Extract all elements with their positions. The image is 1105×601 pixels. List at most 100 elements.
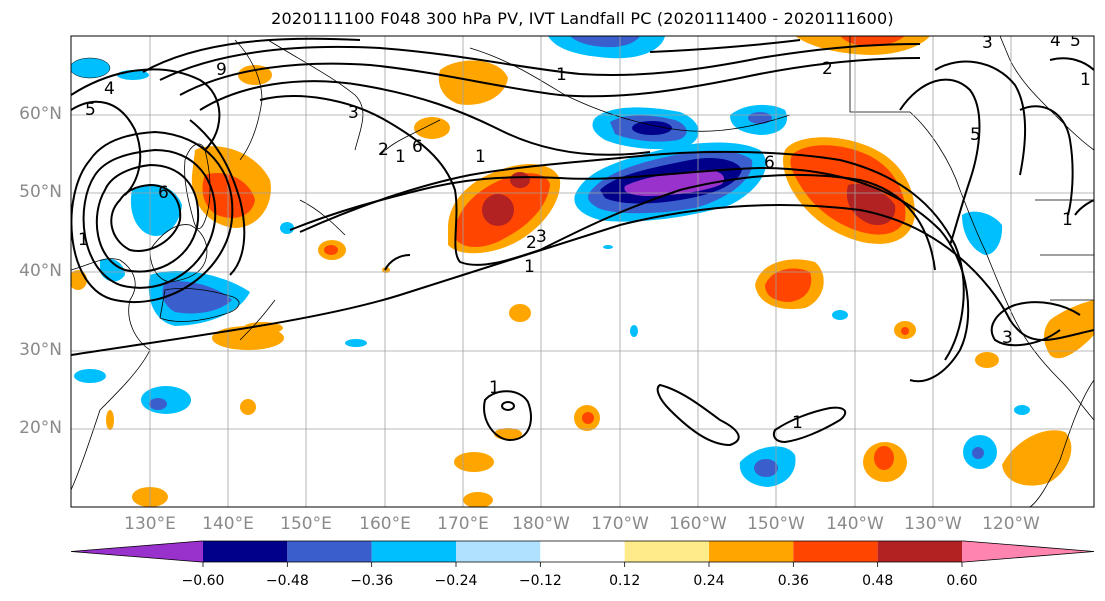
contour-label: 1 (1062, 210, 1073, 230)
neg-anomaly (548, 36, 665, 59)
pos-anomaly (510, 172, 530, 188)
neg-anomaly (972, 447, 984, 459)
colorbar-bin (540, 541, 625, 562)
neg-anomaly (162, 281, 232, 314)
pv-contours (71, 37, 1094, 447)
contour-label: 1 (475, 147, 486, 167)
pos-anomaly (1044, 300, 1094, 359)
colorbar-bin (962, 541, 964, 562)
colorbar (70, 540, 1095, 567)
neg-anomaly (130, 184, 182, 236)
contour-label: 5 (1070, 31, 1081, 51)
colorbar-tick-label: 0.36 (777, 573, 809, 589)
colorbar-tick-label: −0.60 (181, 573, 225, 589)
colorbar-extend-max (964, 541, 1094, 562)
lon-label: 170°E (437, 514, 489, 534)
pos-anomaly (438, 60, 508, 105)
neg-anomaly (748, 112, 772, 124)
lon-label: 140°E (202, 514, 254, 534)
neg-anomaly (603, 245, 613, 249)
pos-anomaly (482, 194, 514, 226)
contour-label: 5 (970, 125, 981, 145)
lat-label: 50°N (19, 182, 62, 202)
contour-label: 4 (104, 79, 115, 99)
colorbar-bin (624, 541, 709, 562)
pos-anomaly (414, 117, 450, 139)
pos-anomaly (509, 304, 531, 322)
contour-label: 6 (412, 137, 423, 157)
pos-anomaly (765, 268, 812, 302)
neg-anomaly (74, 369, 106, 383)
neg-anomaly (149, 398, 167, 410)
colorbar-bin (709, 541, 794, 562)
colorbar-tick-label: 0.12 (609, 573, 641, 589)
neg-anomaly (71, 57, 111, 79)
pos-anomaly (582, 412, 594, 424)
contour-label: 9 (216, 60, 227, 80)
lat-label: 30°N (19, 340, 62, 360)
contour-label: 2 (526, 233, 537, 253)
lon-label: 140°W (826, 514, 884, 534)
colorbar-bin (793, 541, 878, 562)
colorbar-extend-min (71, 541, 201, 562)
colorbar-tick-label: −0.24 (434, 573, 478, 589)
pos-anomaly (71, 270, 87, 290)
colorbar-tick-label: −0.12 (518, 573, 562, 589)
neg-anomaly (570, 36, 640, 48)
contour-label: 1 (556, 65, 567, 85)
lon-label: 130°W (904, 514, 962, 534)
pos-anomaly (874, 446, 894, 470)
lat-label: 60°N (19, 104, 62, 124)
colorbar-tick-label: −0.48 (265, 573, 309, 589)
contour-label: 3 (1002, 328, 1013, 348)
pv-contour-labels: 4 9 5 6 3 2 1 1 6 1 2 3 1 1 1 6 2 3 4 5 … (78, 31, 1091, 433)
gridlines (71, 36, 1094, 507)
contour-label: 6 (158, 183, 169, 203)
pos-anomaly (463, 492, 493, 507)
pos-anomaly (901, 327, 909, 335)
colorbar-bin (456, 541, 541, 562)
contour-label: 1 (524, 257, 535, 277)
pos-anomaly (454, 452, 494, 472)
contour-label: 2 (378, 140, 389, 160)
contour-label: 1 (1080, 70, 1091, 90)
contour-label: 4 (1050, 31, 1061, 51)
contour-label: 1 (489, 378, 500, 398)
pos-anomaly (240, 399, 256, 415)
colorbar-tick-label: 0.60 (946, 573, 978, 589)
lat-label: 20°N (19, 418, 62, 438)
pos-anomaly (324, 245, 338, 255)
colorbar-outline (70, 540, 1095, 563)
pos-anomaly (975, 352, 999, 368)
lon-label: 130°E (124, 514, 176, 534)
colorbar-tick-label: −0.36 (350, 573, 394, 589)
contour-label: 3 (348, 103, 359, 123)
contour-label: 1 (792, 413, 803, 433)
neg-anomaly (141, 386, 191, 414)
contour-label: 5 (85, 100, 96, 120)
contour-label: 1 (395, 147, 406, 167)
neg-anomaly (624, 170, 725, 196)
pos-anomaly (106, 410, 114, 430)
neg-anomaly (1014, 405, 1030, 415)
contour-label: 3 (982, 33, 993, 53)
contour-label: 1 (78, 230, 89, 250)
contour-label: 2 (822, 59, 833, 79)
lon-label: 180°W (512, 514, 570, 534)
neg-anomaly (345, 339, 367, 347)
pos-anomaly (238, 65, 272, 85)
colorbar-bin (287, 541, 372, 562)
colorbar-bin (371, 541, 456, 562)
contour-label: 3 (536, 227, 547, 247)
lon-label: 160°E (359, 514, 411, 534)
neg-anomaly (832, 310, 848, 320)
lon-label: 150°W (747, 514, 805, 534)
pc-shading (71, 36, 1094, 507)
lon-label: 160°W (669, 514, 727, 534)
neg-anomaly (630, 325, 638, 337)
colorbar-bin (877, 541, 962, 562)
colorbar-bin (201, 541, 203, 562)
map-border (70, 35, 1095, 508)
colorbar-tick-label: 0.48 (862, 573, 894, 589)
